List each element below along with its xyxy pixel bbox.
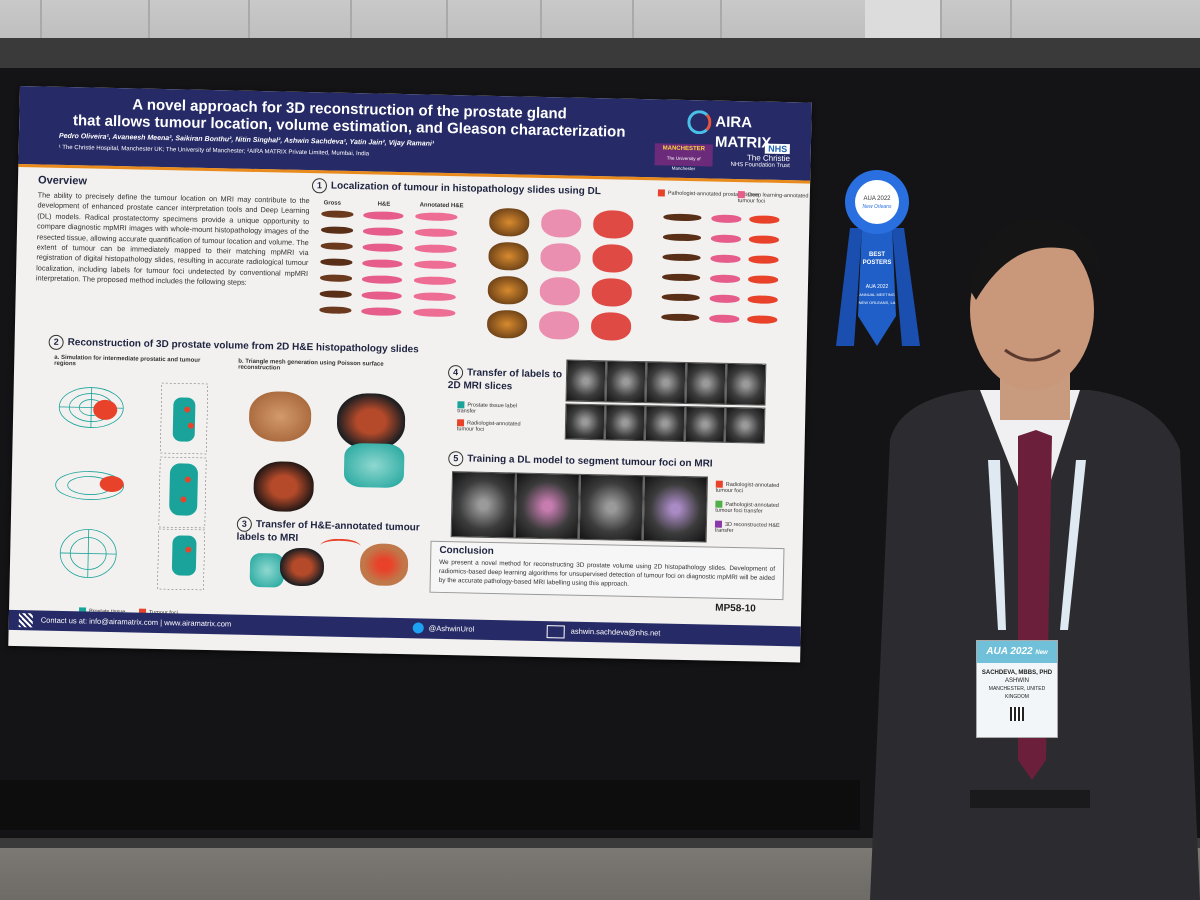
s4-legend-radiologist: Radiologist-annotated tumour foci <box>456 419 521 433</box>
overview-text: The ability to precisely define the tumo… <box>35 190 310 288</box>
christie-nhs-logo: NHS The Christie NHS Foundation Trust <box>730 143 791 170</box>
footer-twitter: @AshwinUrol <box>428 623 475 634</box>
belt <box>970 790 1090 808</box>
overview-heading: Overview <box>37 174 88 188</box>
hair <box>970 218 1100 300</box>
badge-header-sub: New Orleans <box>1005 650 1048 679</box>
badge-header: AUA 2022 New Orleans <box>977 641 1057 679</box>
ribbon-label-location: NEW ORLEANS, LA <box>859 300 896 305</box>
badge-first-name: ASHWIN <box>1005 678 1029 684</box>
s2-subtitle-a: a. Simulation for intermediate prostatic… <box>54 354 201 368</box>
s5-legend-pathologist: Pathologist-annotated tumour foci transf… <box>715 500 779 515</box>
s1-legend-deep-learning: Deep learning-annotated tumour foci <box>737 191 809 205</box>
conclusion-box: Conclusion We present a novel method for… <box>429 540 785 601</box>
smile <box>1004 348 1061 362</box>
aira-logo-icon <box>687 109 712 135</box>
wall-panel <box>940 0 1012 72</box>
s5-legend-3d: 3D reconstructed H&E transfer <box>714 520 780 535</box>
aira-logo-text: AIRA <box>715 113 753 132</box>
s1-col-he: H&E <box>377 201 391 208</box>
ribbon-rosette-title: AUA 2022 <box>863 196 891 202</box>
poster-board-base <box>0 780 860 830</box>
section5-heading: 5 Training a DL model to segment tumour f… <box>448 451 713 472</box>
research-poster: A novel approach for 3D reconstruction o… <box>8 86 812 663</box>
best-poster-ribbon: AUA 2022 New Orleans BEST POSTERS AUA 20… <box>836 170 920 346</box>
section4-number: 4 <box>447 365 464 381</box>
section2-title: Reconstruction of 3D prostate volume fro… <box>67 337 419 356</box>
section3-number: 3 <box>236 516 253 532</box>
footer-contact: Contact us at: info@airamatrix.com | www… <box>40 615 232 629</box>
section2-heading: 2 Reconstruction of 3D prostate volume fr… <box>48 334 419 358</box>
email-icon <box>546 625 565 639</box>
s3-transfer-arrow <box>320 538 361 554</box>
footer-email: ashwin.sachdeva@nhs.net <box>570 626 661 638</box>
section5-title: Training a DL model to segment tumour fo… <box>467 453 713 470</box>
attendee-badge: AUA 2022 New Orleans SACHDEVA, MBBS, PHD… <box>976 640 1058 738</box>
wall-panel <box>632 0 722 72</box>
wall-panel <box>540 0 634 72</box>
wall-panel <box>148 0 250 72</box>
s2-subtitle-b: b. Triangle mesh generation using Poisso… <box>238 358 384 372</box>
badge-qr-icon <box>1010 707 1024 721</box>
poster-code: MP58-10 <box>715 602 756 615</box>
section1-heading: 1 Localization of tumour in histopatholog… <box>311 178 602 199</box>
manchester-logo-subtext: The University of Manchester <box>666 155 701 172</box>
section5-number: 5 <box>448 451 464 467</box>
section2-number: 2 <box>48 334 64 350</box>
s4-legend-prostate: Prostate tissue label transfer <box>457 401 517 415</box>
face <box>970 230 1094 390</box>
ribbon-label-posters: POSTERS <box>863 260 892 266</box>
presenter-person <box>870 218 1200 900</box>
qr-code-icon <box>18 613 33 628</box>
wall-panel <box>248 0 352 72</box>
conclusion-heading: Conclusion <box>439 544 494 558</box>
section4-title: Transfer of labels to 2D MRI slices <box>447 367 563 393</box>
section1-number: 1 <box>311 178 328 194</box>
wall-panel <box>446 0 542 72</box>
ribbon-label-annual: ANNUAL MEETING <box>859 292 894 297</box>
wall-panel <box>0 0 42 72</box>
manchester-logo: MANCHESTER The University of Manchester <box>654 143 713 171</box>
lanyard-left <box>988 460 1006 630</box>
nhs-badge: NHS <box>765 143 791 155</box>
badge-location: MANCHESTER, UNITED KINGDOM <box>988 686 1046 700</box>
section4-heading: 4 Transfer of labels to 2D MRI slices <box>448 365 569 394</box>
s2-wireframe-models <box>55 382 209 591</box>
wall-panel <box>40 0 150 72</box>
section1-title: Localization of tumour in histopathology… <box>330 180 602 198</box>
twitter-icon <box>412 622 424 634</box>
badge-header-text: AUA 2022 <box>986 646 1033 657</box>
lanyard-right <box>1060 460 1086 630</box>
ribbon-rosette-subtitle: New Orleans <box>863 204 892 210</box>
wall-panel <box>350 0 448 72</box>
ribbon-label-meeting: AUA 2022 <box>866 284 889 290</box>
ribbon-label-best: BEST <box>869 252 885 258</box>
manchester-logo-text: MANCHESTER <box>662 145 706 153</box>
badge-name: SACHDEVA, MBBS, PHD <box>981 670 1053 676</box>
s5-legend-radiologist: Radiologist-annotated tumour foci <box>715 480 780 495</box>
christie-logo-subtext: NHS Foundation Trust <box>730 161 790 170</box>
poster-footer: Contact us at: info@airamatrix.com | www… <box>8 609 801 647</box>
s1-col-gross: Gross <box>323 200 342 207</box>
conclusion-text: We present a novel method for reconstruc… <box>438 558 776 588</box>
s1-col-annotated: Annotated H&E <box>419 202 464 210</box>
